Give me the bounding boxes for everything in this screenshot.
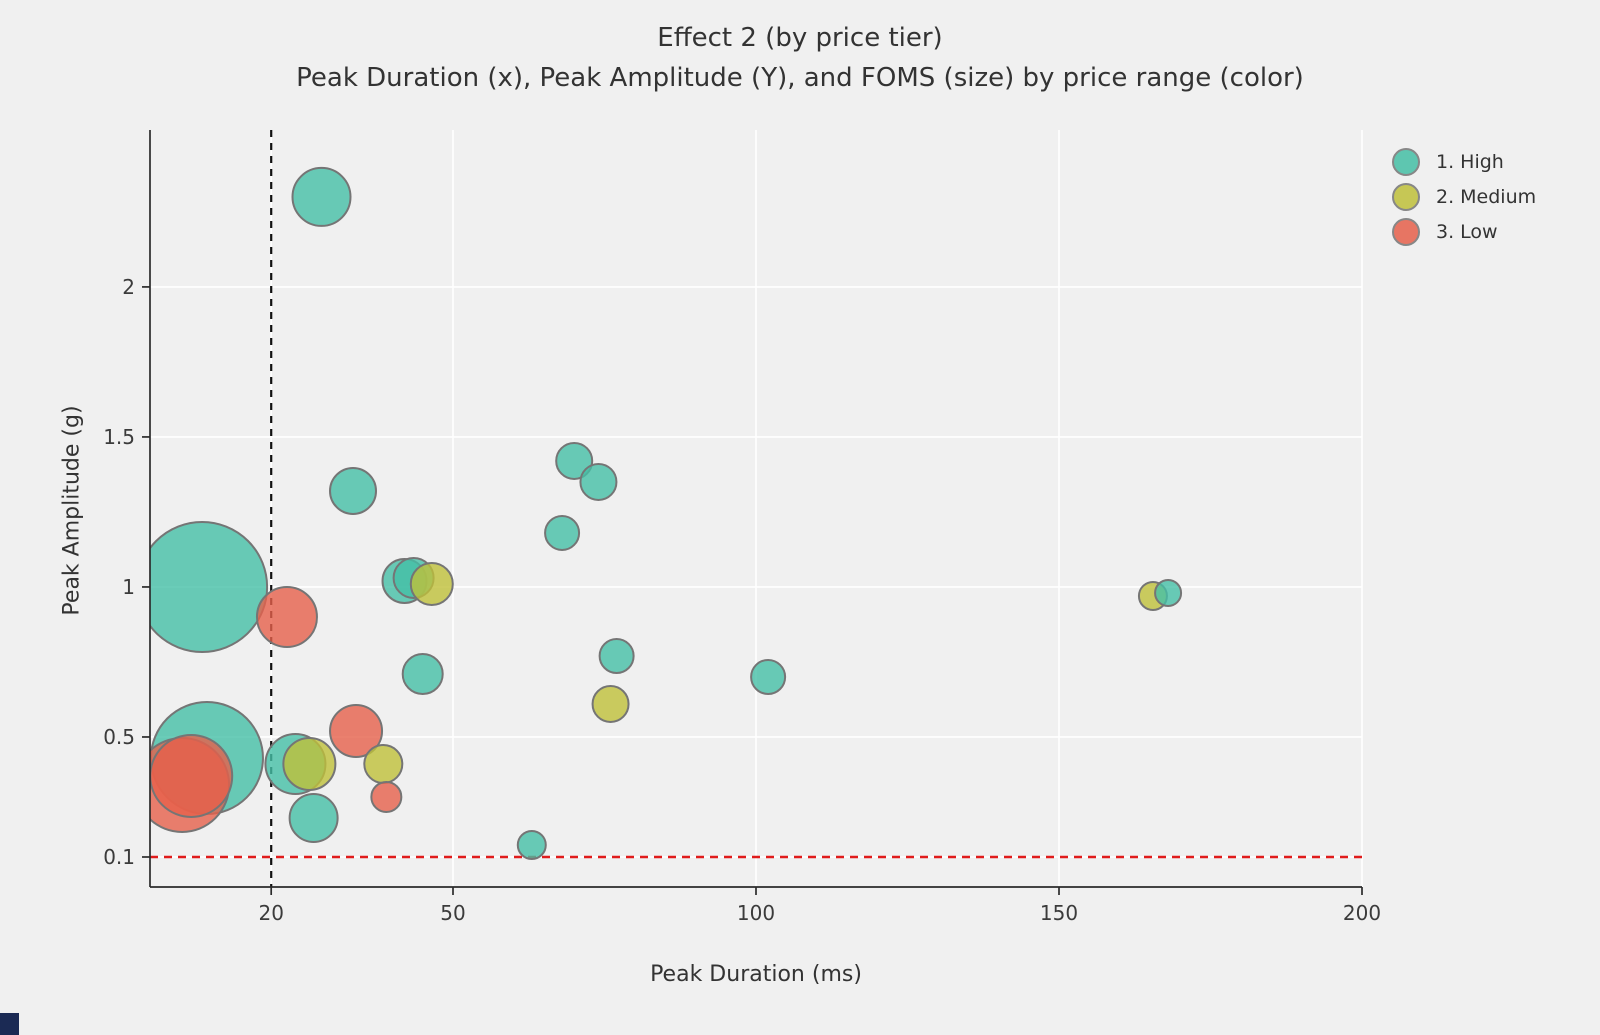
x-axis-title: Peak Duration (ms) (650, 962, 862, 987)
y-tick-label: 1.5 (103, 425, 135, 449)
y-tick-label: 0.5 (103, 725, 135, 749)
x-tick-label: 50 (440, 901, 465, 925)
bubble (370, 780, 403, 813)
chart-subtitle: Peak Duration (x), Peak Amplitude (Y), a… (296, 63, 1304, 93)
bubble (282, 736, 337, 791)
legend-item-medium: 2. Medium (1392, 179, 1536, 214)
bubble (329, 466, 378, 515)
y-tick-label: 1 (122, 575, 135, 599)
bubble (555, 441, 594, 480)
bubble (150, 733, 234, 818)
bubble (409, 561, 454, 606)
legend-label-low: 3. Low (1436, 220, 1498, 243)
bubble (150, 520, 269, 653)
legend-item-high: 1. High (1392, 144, 1536, 179)
legend-marker-high-icon (1392, 147, 1420, 176)
title-block: Effect 2 (by price tier) Peak Duration (… (0, 18, 1600, 98)
x-tick-label: 150 (1040, 901, 1078, 925)
corner-artifact (0, 1013, 19, 1035)
y-tick-label: 0.1 (103, 845, 135, 869)
bubble (329, 703, 384, 758)
x-tick-label: 100 (737, 901, 775, 925)
bubble (1154, 578, 1183, 607)
bubble (579, 462, 618, 501)
legend-label-medium: 2. Medium (1436, 185, 1537, 208)
x-tick-label: 20 (258, 901, 283, 925)
legend-item-low: 3. Low (1392, 214, 1536, 249)
y-axis-title: Peak Amplitude (g) (59, 405, 85, 616)
bubble (544, 514, 581, 551)
bubble (255, 585, 318, 648)
bubble (516, 829, 547, 860)
legend: 1. High 2. Medium 3. Low (1392, 144, 1536, 249)
bubble (598, 637, 635, 674)
bubble (363, 743, 404, 784)
bubble (401, 652, 444, 695)
bubbles-layer (150, 166, 1183, 860)
bubble (288, 792, 339, 843)
legend-marker-low-icon (1392, 217, 1420, 246)
bubble (750, 658, 787, 695)
chart-title: Effect 2 (by price tier) (657, 23, 943, 53)
legend-marker-medium-icon (1392, 182, 1420, 211)
bubble (591, 684, 630, 723)
bubble (291, 166, 352, 227)
y-tick-label: 2 (122, 275, 135, 299)
legend-label-high: 1. High (1436, 150, 1504, 173)
x-tick-label: 200 (1343, 901, 1381, 925)
